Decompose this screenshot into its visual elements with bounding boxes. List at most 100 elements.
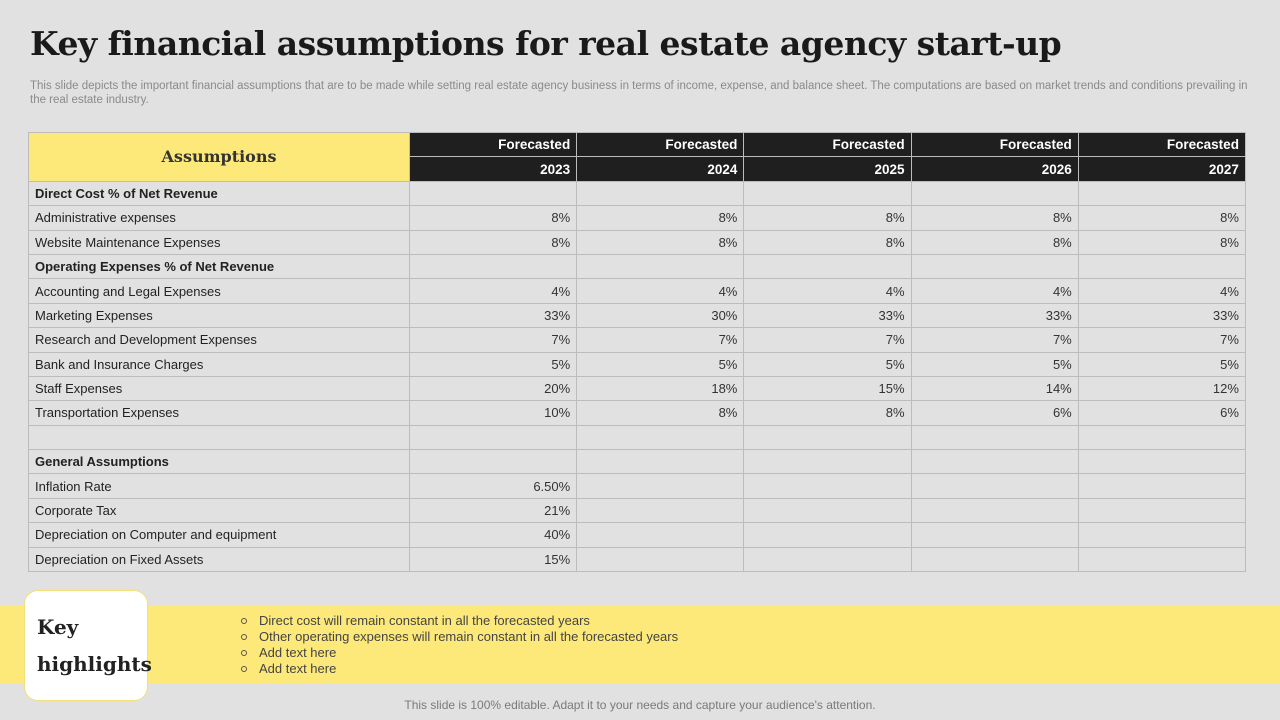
table-row: Corporate Tax 21% [28,497,1246,524]
table-row: Direct Cost % of Net Revenue [28,180,1246,207]
value-cell: 14% [910,375,1079,402]
value-cell [408,424,578,451]
value-cell [408,253,578,280]
value-cell: 5% [910,351,1079,377]
table-row: Staff Expenses 20% 18% 15% 14% 12% [28,375,1246,402]
value-cell [910,253,1079,280]
row-label [28,424,410,451]
highlight-text: Direct cost will remain constant in all … [259,613,590,628]
highlights-heading-line2: highlights [37,652,152,676]
value-cell [1077,253,1246,280]
value-cell: 4% [910,278,1079,304]
value-cell [910,522,1079,548]
list-item: Direct cost will remain constant in all … [241,613,678,629]
highlight-text: Other operating expenses will remain con… [259,629,679,644]
value-cell [1077,497,1246,524]
value-cell [910,546,1079,573]
table-row: Administrative expenses 8% 8% 8% 8% 8% [28,205,1246,231]
value-cell [576,253,745,280]
value-cell: 8% [743,205,912,231]
value-cell [743,546,912,573]
value-cell [1077,473,1246,499]
forecast-label: Forecasted [1077,131,1246,158]
value-cell [743,497,912,524]
row-label: Depreciation on Fixed Assets [28,546,410,573]
value-cell: 20% [408,375,578,402]
value-cell: 10% [408,400,578,426]
value-cell [1077,546,1246,573]
circle-bullet-icon [241,650,247,656]
value-cell: 12% [1077,375,1246,402]
value-cell: 6.50% [408,473,578,499]
table-row [28,424,1246,451]
year-header: 2024 [576,156,745,182]
circle-bullet-icon [241,634,247,640]
value-cell [576,497,745,524]
forecast-label: Forecasted [743,131,912,158]
highlights-heading-line1: Key [37,615,79,639]
value-cell [743,253,912,280]
slide-subtitle: This slide depicts the important financi… [30,80,1248,106]
row-label: Administrative expenses [28,205,410,231]
value-cell [408,180,578,207]
value-cell [910,497,1079,524]
value-cell: 5% [408,351,578,377]
value-cell [743,424,912,451]
value-cell: 8% [408,205,578,231]
value-cell [1077,424,1246,451]
value-cell: 5% [1077,351,1246,377]
row-label: Inflation Rate [28,473,410,499]
value-cell: 7% [1077,327,1246,353]
forecast-label: Forecasted [576,131,745,158]
circle-bullet-icon [241,618,247,624]
highlights-band [0,606,1280,684]
assumptions-table: Assumptions Forecasted Forecasted Foreca… [28,131,1246,573]
row-label: Research and Development Expenses [28,327,410,353]
row-label: Bank and Insurance Charges [28,351,410,377]
value-cell: 8% [576,229,745,255]
value-cell: 4% [576,278,745,304]
value-cell: 4% [1077,278,1246,304]
table-header-row-years: 2023 2024 2025 2026 2027 [29,156,1246,182]
value-cell: 18% [576,375,745,402]
value-cell [743,473,912,499]
table-body: Direct Cost % of Net Revenue Administrati… [28,180,1246,573]
value-cell [576,449,745,475]
list-item: Add text here [241,645,678,661]
value-cell: 8% [576,400,745,426]
section-label: Direct Cost % of Net Revenue [28,180,410,207]
value-cell [910,180,1079,207]
value-cell: 8% [408,229,578,255]
table-header-row-forecasted: Assumptions Forecasted Forecasted Foreca… [28,131,1246,182]
value-cell: 4% [408,278,578,304]
table-row: Depreciation on Fixed Assets 15% [28,546,1246,573]
value-cell: 40% [408,522,578,548]
assumptions-header: Assumptions [28,132,410,182]
list-item: Other operating expenses will remain con… [241,629,678,645]
value-cell: 5% [743,351,912,377]
row-label: Accounting and Legal Expenses [28,278,410,304]
slide-footer: This slide is 100% editable. Adapt it to… [404,698,876,712]
value-cell [576,180,745,207]
table-row: Depreciation on Computer and equipment 40… [28,522,1246,548]
value-cell [910,449,1079,475]
value-cell: 33% [910,302,1079,329]
value-cell [408,449,578,475]
value-cell: 33% [408,302,578,329]
value-cell: 15% [408,546,578,573]
forecast-label: Forecasted [408,131,578,158]
table-row: Operating Expenses % of Net Revenue [28,253,1246,280]
value-cell: 33% [743,302,912,329]
value-cell: 7% [743,327,912,353]
value-cell: 5% [576,351,745,377]
value-cell: 30% [576,302,745,329]
row-label: Staff Expenses [28,375,410,402]
table-row: Marketing Expenses 33% 30% 33% 33% 33% [28,302,1246,329]
value-cell: 8% [1077,229,1246,255]
value-cell [576,473,745,499]
highlights-list: Direct cost will remain constant in all … [241,613,678,677]
value-cell [1077,522,1246,548]
value-cell [743,449,912,475]
slide-title: Key financial assumptions for real estat… [30,24,1062,63]
forecast-label: Forecasted [910,131,1079,158]
